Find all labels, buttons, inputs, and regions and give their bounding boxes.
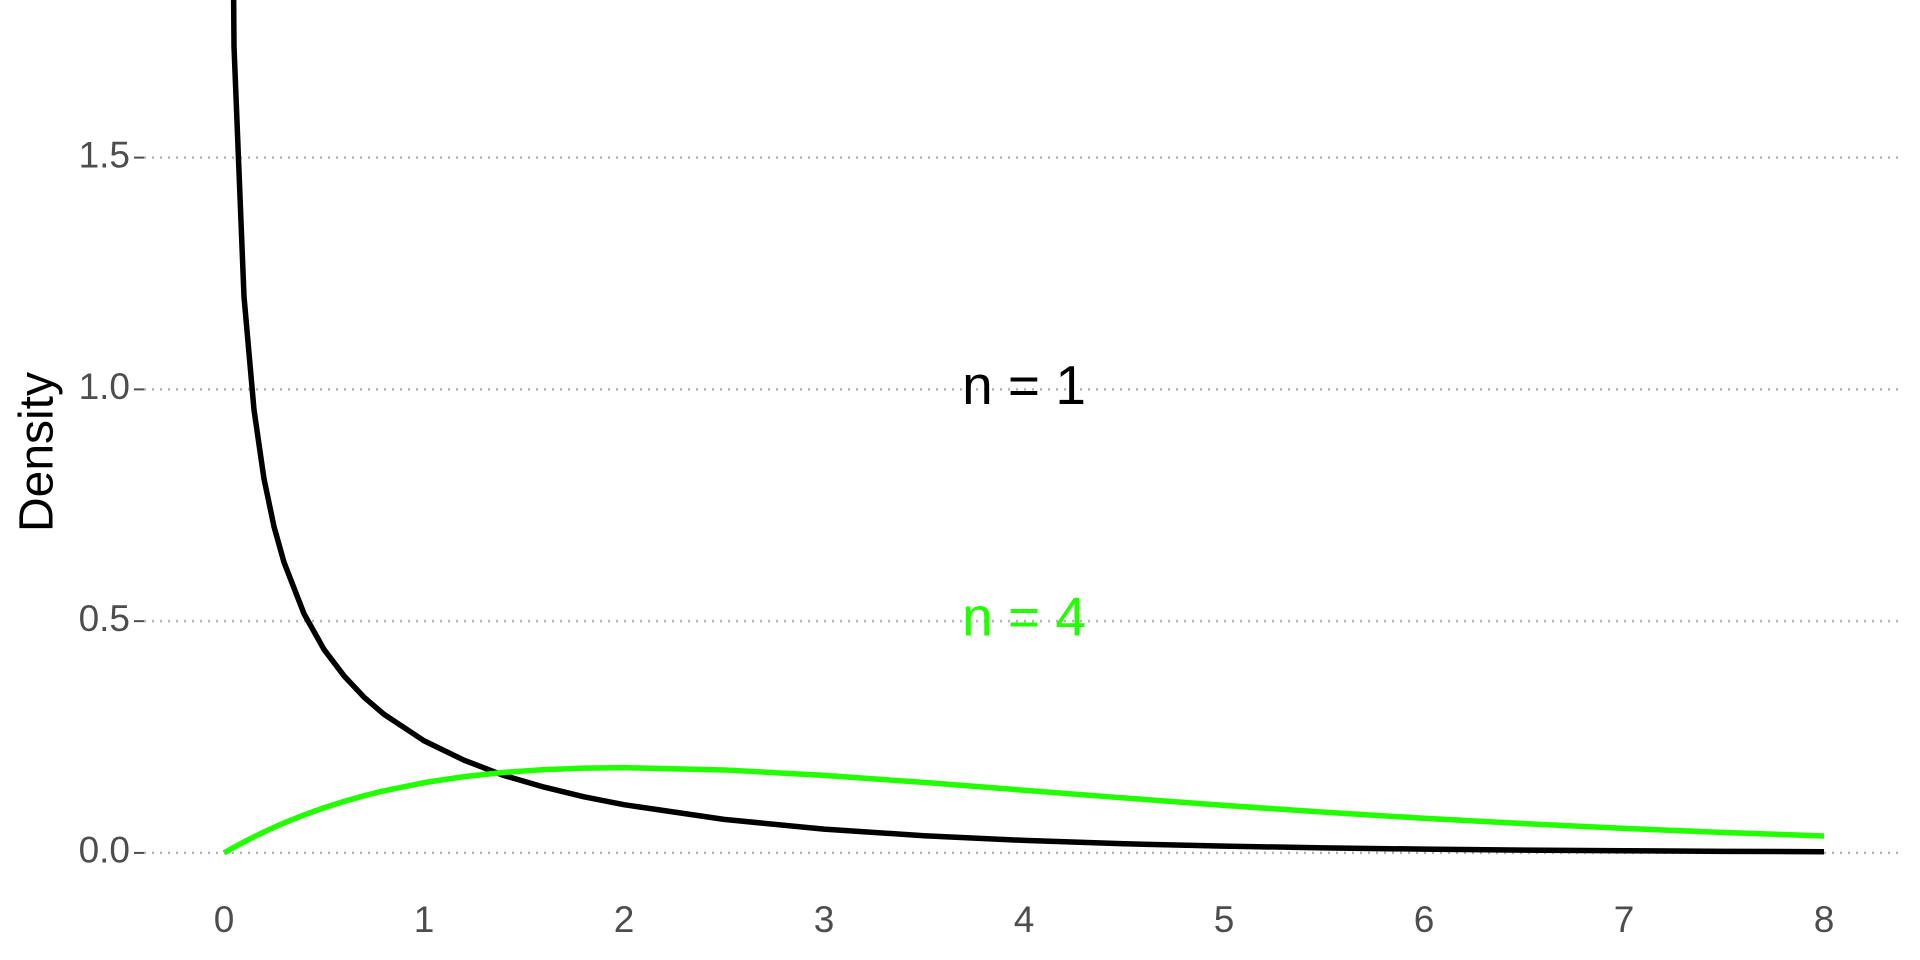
plot-area	[222, 0, 1825, 856]
x-tick-label: 4	[1014, 899, 1035, 940]
x-tick-label: 7	[1614, 899, 1635, 940]
series-line	[222, 764, 1825, 856]
x-tick-label: 5	[1214, 899, 1235, 940]
x-tick-label: 1	[414, 899, 435, 940]
x-tick-label: 0	[214, 899, 235, 940]
y-tick-label: 0.5	[79, 598, 130, 639]
y-axis-label: Density	[11, 372, 64, 532]
x-tick-label: 6	[1414, 899, 1435, 940]
y-tick-label: 1.0	[79, 366, 130, 407]
annotation: n = 1	[962, 354, 1086, 416]
y-tick-label: 1.5	[79, 134, 130, 175]
x-tick-label: 3	[814, 899, 835, 940]
y-tick-label: 0.0	[79, 830, 130, 871]
x-tick-label: 8	[1814, 899, 1835, 940]
x-tick-label: 2	[614, 899, 635, 940]
annotation: n = 4	[962, 586, 1086, 648]
series-line	[230, 0, 1825, 855]
